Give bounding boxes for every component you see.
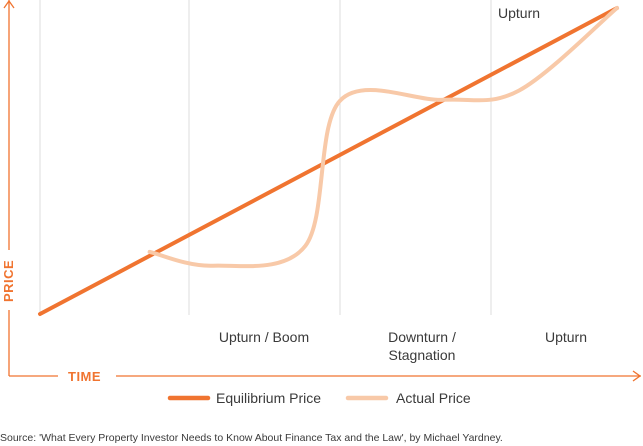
y-axis-title: PRICE [1,260,16,302]
legend-label-equilibrium: Equilibrium Price [216,390,321,406]
legend-label-actual: Actual Price [396,390,471,406]
legend: Equilibrium Price Actual Price [167,390,471,406]
y-axis: PRICE [1,0,16,376]
phase-label-downturn-line2: Stagnation [389,347,456,363]
x-axis-arrowhead [632,370,642,382]
phase-label-upturn-boom: Upturn / Boom [219,329,309,345]
source-note: Source: 'What Every Property Investor Ne… [0,432,503,444]
top-annotation-upturn: Upturn [498,5,540,21]
y-axis-arrowhead [3,0,15,9]
series-group [38,6,619,316]
x-axis-title: TIME [68,369,101,384]
x-axis: TIME [9,369,642,384]
phase-labels: Upturn Upturn / Boom Downturn / Stagnati… [219,5,587,363]
grid-lines [39,0,492,315]
equilibrium-price-line [38,6,619,316]
phase-label-downturn-line1: Downturn / [388,329,456,345]
actual-price-line [147,6,619,269]
phase-label-upturn: Upturn [545,329,587,345]
